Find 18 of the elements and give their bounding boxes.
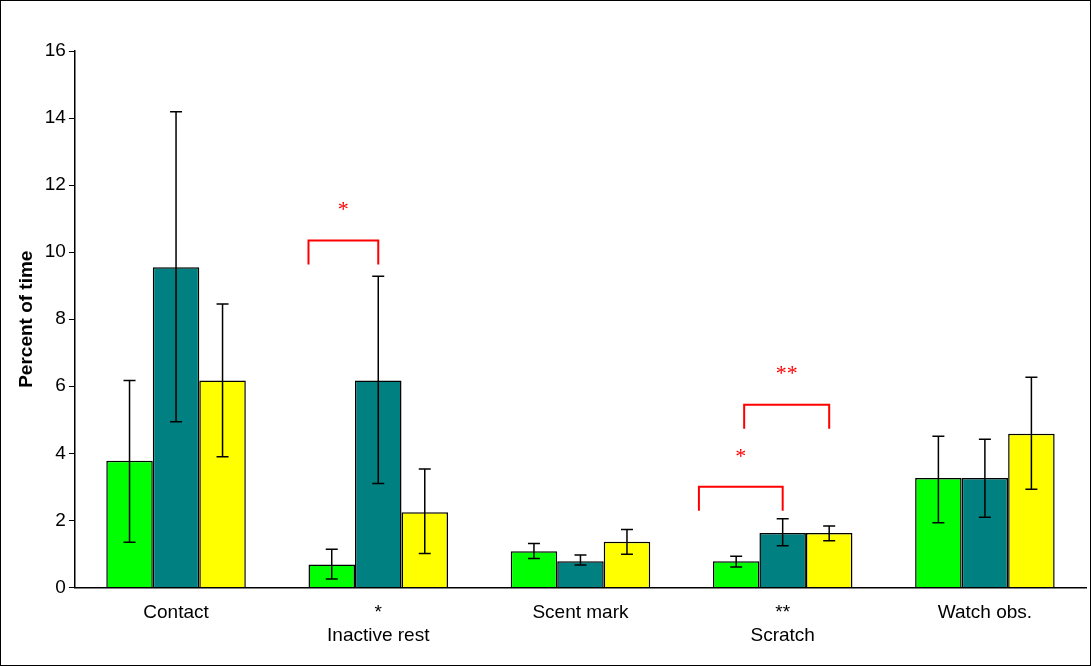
annotation: * xyxy=(735,442,747,468)
x-tick-label: * Inactive rest xyxy=(327,601,431,645)
y-tick-label: 4 xyxy=(55,441,67,463)
annotation: ** xyxy=(775,360,798,386)
x-tick-label: Watch obs. xyxy=(937,601,1033,623)
y-tick-label: 8 xyxy=(55,307,66,329)
y-tick-label: 12 xyxy=(44,173,66,195)
y-tick-label: 10 xyxy=(44,240,66,262)
y-tick-label: 14 xyxy=(44,106,67,128)
y-axis-title: Percent of time xyxy=(14,250,36,388)
y-tick-label: 16 xyxy=(44,39,66,61)
x-tick-label: Scent mark xyxy=(532,601,630,623)
y-tick-label: 2 xyxy=(55,508,66,530)
y-tick-label: 0 xyxy=(55,575,66,597)
annotation: * xyxy=(337,196,349,222)
x-tick-label: ** Scratch xyxy=(750,601,815,645)
y-tick-label: 6 xyxy=(55,374,66,396)
x-tick-label: Contact xyxy=(143,601,210,623)
